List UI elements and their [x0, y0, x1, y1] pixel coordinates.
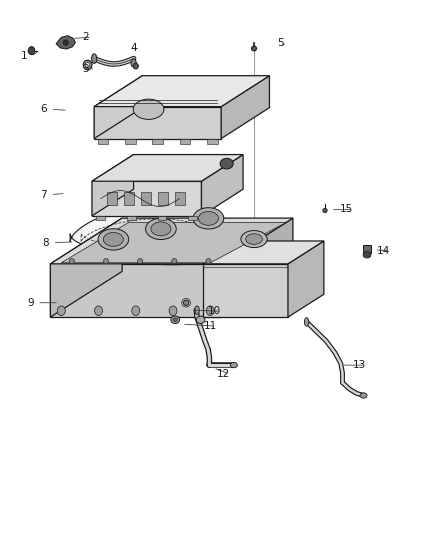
Ellipse shape	[138, 259, 143, 264]
Ellipse shape	[83, 60, 92, 70]
Text: 6: 6	[40, 104, 47, 114]
Polygon shape	[221, 76, 269, 139]
Polygon shape	[50, 218, 122, 317]
Ellipse shape	[95, 306, 102, 316]
Text: 9: 9	[27, 298, 34, 308]
Text: 2: 2	[82, 33, 89, 42]
Text: 14: 14	[377, 246, 390, 255]
Ellipse shape	[103, 259, 109, 264]
Ellipse shape	[304, 318, 309, 326]
Ellipse shape	[323, 208, 327, 213]
Polygon shape	[202, 264, 288, 317]
Polygon shape	[363, 245, 371, 253]
Ellipse shape	[132, 306, 140, 316]
Ellipse shape	[133, 99, 164, 119]
Polygon shape	[50, 218, 293, 264]
Polygon shape	[92, 155, 134, 216]
Text: 8: 8	[42, 238, 49, 247]
Polygon shape	[127, 216, 136, 220]
Polygon shape	[96, 216, 105, 220]
Polygon shape	[92, 181, 201, 216]
Ellipse shape	[172, 259, 177, 264]
Ellipse shape	[195, 306, 199, 314]
Text: 11: 11	[204, 321, 217, 331]
Ellipse shape	[98, 229, 129, 250]
Polygon shape	[141, 192, 151, 205]
Polygon shape	[221, 218, 293, 317]
Text: 13: 13	[353, 360, 366, 370]
Text: 12: 12	[217, 369, 230, 379]
Polygon shape	[188, 216, 197, 220]
Text: 7: 7	[40, 190, 47, 199]
Ellipse shape	[63, 40, 68, 45]
Ellipse shape	[173, 318, 177, 321]
Polygon shape	[61, 222, 286, 263]
Ellipse shape	[28, 47, 35, 55]
Ellipse shape	[198, 212, 219, 225]
Ellipse shape	[69, 259, 74, 264]
Polygon shape	[158, 216, 166, 220]
Ellipse shape	[133, 63, 138, 69]
Polygon shape	[124, 192, 134, 205]
Polygon shape	[98, 139, 108, 144]
Ellipse shape	[206, 306, 214, 316]
Polygon shape	[158, 192, 168, 205]
Ellipse shape	[92, 54, 97, 63]
Ellipse shape	[57, 306, 65, 316]
Ellipse shape	[220, 158, 233, 169]
Polygon shape	[94, 107, 221, 139]
Ellipse shape	[246, 234, 262, 245]
Polygon shape	[201, 155, 243, 216]
Text: 1: 1	[21, 51, 28, 61]
Polygon shape	[207, 139, 218, 144]
Ellipse shape	[193, 208, 224, 229]
Ellipse shape	[360, 393, 367, 398]
Text: 4: 4	[130, 43, 137, 53]
Ellipse shape	[171, 316, 180, 324]
Polygon shape	[107, 192, 117, 205]
Polygon shape	[175, 192, 185, 205]
Ellipse shape	[131, 59, 136, 67]
Ellipse shape	[85, 63, 90, 68]
Ellipse shape	[206, 259, 211, 264]
Ellipse shape	[241, 231, 267, 248]
Ellipse shape	[151, 222, 171, 236]
Polygon shape	[94, 76, 142, 139]
Text: 10: 10	[208, 306, 221, 316]
Ellipse shape	[230, 362, 237, 368]
Polygon shape	[94, 76, 269, 107]
Polygon shape	[50, 264, 221, 317]
Ellipse shape	[363, 252, 371, 258]
Polygon shape	[70, 205, 232, 265]
Text: 15: 15	[339, 205, 353, 214]
Polygon shape	[125, 139, 136, 144]
Ellipse shape	[196, 316, 205, 324]
Text: 3: 3	[82, 64, 89, 74]
Polygon shape	[56, 36, 75, 49]
Ellipse shape	[103, 232, 124, 246]
Ellipse shape	[169, 306, 177, 316]
Polygon shape	[202, 241, 324, 264]
Text: 5: 5	[277, 38, 284, 47]
Ellipse shape	[251, 46, 257, 51]
Ellipse shape	[145, 218, 176, 239]
Polygon shape	[152, 139, 163, 144]
Ellipse shape	[184, 300, 189, 305]
Polygon shape	[288, 241, 324, 317]
Polygon shape	[180, 139, 190, 144]
Polygon shape	[92, 155, 243, 181]
